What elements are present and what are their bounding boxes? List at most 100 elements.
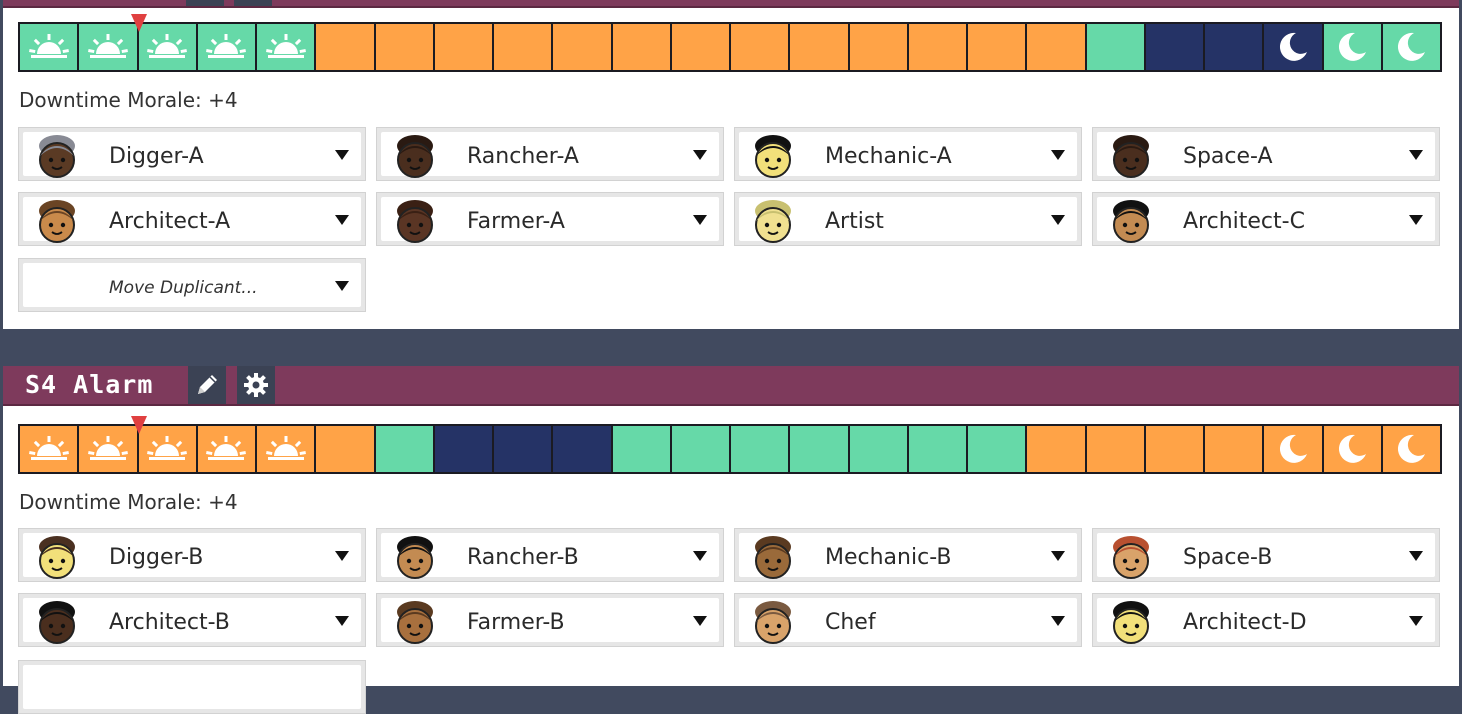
duplicant-dropdown[interactable]: Farmer-B bbox=[376, 593, 724, 647]
timeline-slot-downtime[interactable] bbox=[375, 426, 435, 472]
edit-schedule-button[interactable] bbox=[186, 0, 224, 6]
timeline-slot-work[interactable] bbox=[612, 24, 672, 70]
caret-down-icon bbox=[1409, 551, 1423, 561]
timeline-slot-work[interactable] bbox=[849, 24, 909, 70]
timeline-slot-sleep[interactable] bbox=[1205, 24, 1265, 70]
timeline-slot-downtime-sun[interactable] bbox=[79, 24, 139, 70]
sunrise-icon bbox=[206, 34, 247, 58]
duplicant-portrait-icon bbox=[39, 536, 75, 579]
timeline-slot-downtime[interactable] bbox=[731, 426, 791, 472]
duplicant-dropdown[interactable]: Digger-B bbox=[18, 528, 366, 582]
timeline-slot-sleep[interactable] bbox=[553, 426, 613, 472]
timeline-slot-downtime-sun[interactable] bbox=[138, 24, 198, 70]
timeline-slot-work[interactable] bbox=[316, 24, 376, 70]
sunrise-icon bbox=[265, 34, 306, 58]
edit-schedule-button[interactable] bbox=[188, 366, 226, 404]
timeline-slot-work-moon[interactable] bbox=[1323, 426, 1383, 472]
move-duplicant-dropdown[interactable] bbox=[18, 660, 366, 714]
timeline-slot-work[interactable] bbox=[1145, 426, 1205, 472]
duplicant-name: Artist bbox=[825, 209, 884, 234]
timeline-slot-work[interactable] bbox=[316, 426, 376, 472]
duplicant-dropdown[interactable]: Mechanic-B bbox=[734, 528, 1082, 582]
duplicant-dropdown[interactable]: Rancher-B bbox=[376, 528, 724, 582]
timeline-slot-downtime-sun[interactable] bbox=[197, 24, 257, 70]
timeline-slot-work[interactable] bbox=[908, 24, 968, 70]
duplicant-dropdown[interactable]: Space-A bbox=[1092, 127, 1440, 181]
timeline-slot-downtime[interactable] bbox=[671, 426, 731, 472]
timeline-slot-sleep[interactable] bbox=[434, 426, 494, 472]
timeline-slot-work-sun[interactable] bbox=[138, 426, 198, 472]
schedule-panel-1: Downtime Morale: +4 Digger-A Rancher-A Mec… bbox=[3, 0, 1459, 329]
duplicant-dropdown[interactable]: Digger-A bbox=[18, 127, 366, 181]
timeline-slot-work-sun[interactable] bbox=[79, 426, 139, 472]
timeline-slot-downtime[interactable] bbox=[612, 426, 672, 472]
caret-down-icon bbox=[335, 551, 349, 561]
caret-down-icon bbox=[1409, 616, 1423, 626]
timeline-slot-work[interactable] bbox=[1086, 426, 1146, 472]
timeline-slot-sleep[interactable] bbox=[494, 426, 554, 472]
duplicant-dropdown[interactable]: Rancher-A bbox=[376, 127, 724, 181]
schedule-header: S4 Alarm Off bbox=[3, 366, 1459, 437]
current-time-marker bbox=[131, 14, 147, 32]
timeline-slot-work[interactable] bbox=[553, 24, 613, 70]
schedule-name[interactable]: S4 Alarm Off bbox=[3, 366, 186, 437]
duplicant-name: Architect-D bbox=[1183, 610, 1307, 635]
timeline-slot-work[interactable] bbox=[968, 24, 1028, 70]
timeline-slot-work-sun[interactable] bbox=[197, 426, 257, 472]
timeline-slot-work[interactable] bbox=[671, 24, 731, 70]
duplicant-dropdown[interactable]: Architect-D bbox=[1092, 593, 1440, 647]
timeline-slot-work-moon[interactable] bbox=[1382, 426, 1440, 472]
duplicant-portrait-icon bbox=[1113, 200, 1149, 243]
timeline-slot-work[interactable] bbox=[434, 24, 494, 70]
timeline-slot-work[interactable] bbox=[1027, 426, 1087, 472]
current-time-marker bbox=[131, 416, 147, 434]
duplicant-name: Mechanic-A bbox=[825, 144, 952, 169]
duplicant-dropdown[interactable]: Space-B bbox=[1092, 528, 1440, 582]
timeline-slot-downtime[interactable] bbox=[790, 426, 850, 472]
timeline-slot-work[interactable] bbox=[494, 24, 554, 70]
duplicant-dropdown[interactable]: Mechanic-A bbox=[734, 127, 1082, 181]
schedule-settings-button[interactable] bbox=[234, 0, 272, 6]
sunrise-icon bbox=[147, 34, 188, 58]
timeline-slot-downtime[interactable] bbox=[968, 426, 1028, 472]
schedule-timeline[interactable] bbox=[18, 22, 1442, 72]
timeline-slot-work-sun[interactable] bbox=[20, 426, 80, 472]
timeline-slot-sleep[interactable] bbox=[1145, 24, 1205, 70]
duplicant-name: Digger-A bbox=[109, 144, 204, 169]
caret-down-icon bbox=[693, 616, 707, 626]
schedule-header bbox=[3, 0, 1459, 8]
timeline-slot-work[interactable] bbox=[1027, 24, 1087, 70]
timeline-slot-downtime[interactable] bbox=[849, 426, 909, 472]
schedule-timeline[interactable] bbox=[18, 424, 1442, 474]
pencil-icon bbox=[198, 375, 217, 394]
duplicant-dropdown[interactable]: Artist bbox=[734, 192, 1082, 246]
duplicant-dropdown[interactable]: Chef bbox=[734, 593, 1082, 647]
timeline-slot-work-moon[interactable] bbox=[1264, 426, 1324, 472]
downtime-morale: Downtime Morale: +4 bbox=[19, 490, 238, 514]
schedule-settings-button[interactable] bbox=[237, 366, 275, 404]
sunrise-icon bbox=[87, 34, 128, 58]
timeline-slot-work[interactable] bbox=[1205, 426, 1265, 472]
timeline-slot-downtime-sun[interactable] bbox=[20, 24, 80, 70]
duplicant-dropdown[interactable]: Farmer-A bbox=[376, 192, 724, 246]
duplicant-dropdown[interactable]: Architect-C bbox=[1092, 192, 1440, 246]
timeline-slot-work[interactable] bbox=[790, 24, 850, 70]
caret-down-icon bbox=[1409, 150, 1423, 160]
timeline-slot-downtime-sun[interactable] bbox=[257, 24, 317, 70]
caret-down-icon bbox=[1051, 150, 1065, 160]
duplicant-portrait-icon bbox=[397, 601, 433, 644]
timeline-slot-downtime-moon[interactable] bbox=[1323, 24, 1383, 70]
timeline-slot-sleep-moon[interactable] bbox=[1264, 24, 1324, 70]
timeline-slot-work[interactable] bbox=[731, 24, 791, 70]
moon-icon bbox=[1398, 434, 1426, 463]
timeline-slot-downtime[interactable] bbox=[1086, 24, 1146, 70]
timeline-slot-downtime-moon[interactable] bbox=[1382, 24, 1440, 70]
duplicant-dropdown[interactable]: Architect-B bbox=[18, 593, 366, 647]
duplicant-dropdown[interactable]: Architect-A bbox=[18, 192, 366, 246]
timeline-slot-downtime[interactable] bbox=[908, 426, 968, 472]
timeline-slot-work-sun[interactable] bbox=[257, 426, 317, 472]
timeline-slot-work[interactable] bbox=[375, 24, 435, 70]
move-duplicant-dropdown[interactable]: Move Duplicant... bbox=[18, 258, 366, 312]
duplicant-name: Architect-A bbox=[109, 209, 231, 234]
caret-down-icon bbox=[1409, 215, 1423, 225]
